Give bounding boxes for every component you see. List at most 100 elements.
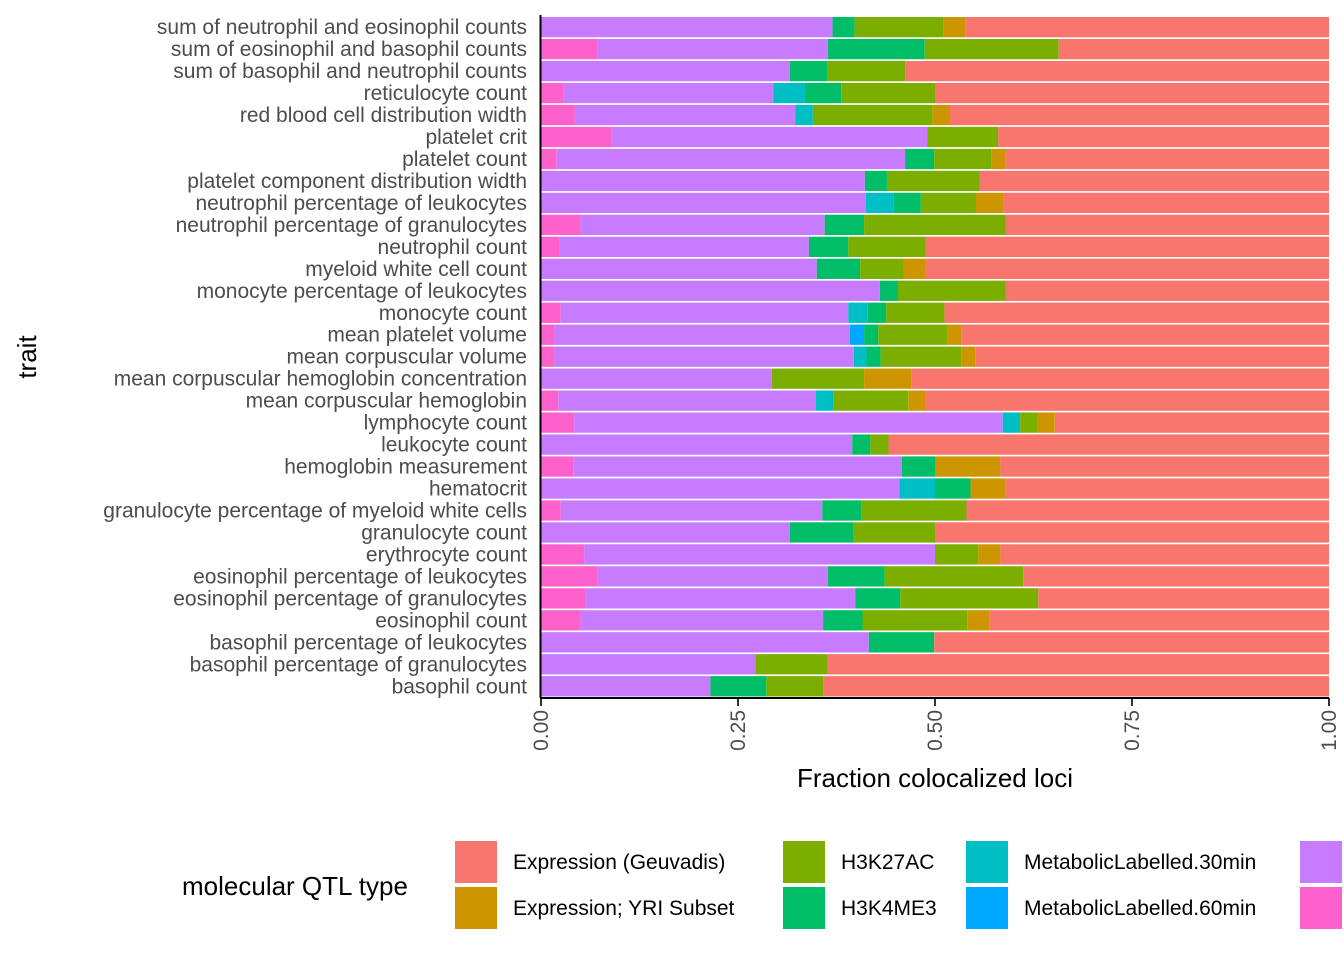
bar-segment — [924, 38, 1059, 60]
bars-layer — [541, 17, 1329, 697]
bar-segment — [868, 632, 935, 653]
trait-label: basophil percentage of granulocytes — [190, 653, 527, 676]
bar-segment — [804, 82, 842, 104]
trait-label: leukocyte count — [381, 434, 527, 457]
bar-segment — [935, 544, 979, 565]
bar-segment — [920, 192, 976, 214]
bar-segment — [1005, 478, 1329, 499]
bar-segment — [935, 82, 1329, 104]
bar-segment — [812, 104, 933, 126]
trait-label: eosinophil percentage of granulocytes — [173, 587, 527, 610]
bar-segment — [1023, 566, 1329, 587]
bar-segment — [824, 214, 865, 236]
trait-label: granulocyte percentage of myeloid white … — [103, 499, 527, 522]
bar-segment — [886, 170, 980, 192]
bar-segment — [541, 192, 866, 214]
legend: molecular QTL type Expression (Geuvadis)… — [182, 841, 1342, 929]
bar-segment — [934, 148, 992, 170]
legend-label: Expression (Geuvadis) — [513, 851, 725, 874]
bar-segment — [584, 544, 935, 565]
bar-segment — [927, 126, 999, 148]
trait-label: basophil percentage of leukocytes — [209, 631, 527, 654]
trait-label: sum of neutrophil and eosinophil counts — [157, 16, 527, 39]
bar-segment — [573, 456, 902, 477]
trait-label: neutrophil percentage of granulocytes — [176, 214, 527, 237]
bar-segment — [541, 104, 575, 126]
trait-label: erythrocyte count — [366, 543, 527, 566]
bar-segment — [934, 632, 1329, 653]
bar-segment — [925, 236, 1329, 257]
bar-segment — [864, 170, 887, 192]
bar-segment — [827, 60, 906, 82]
bar-segment — [854, 17, 944, 38]
bar-segment — [1003, 192, 1329, 214]
bar-segment — [541, 346, 555, 367]
bar-segment — [773, 82, 805, 104]
trait-label: basophil count — [392, 675, 528, 698]
bar-segment — [1005, 280, 1329, 301]
bar-segment — [541, 368, 772, 389]
bar-segment — [766, 676, 824, 697]
bar-segment — [925, 390, 1329, 411]
bar-segment — [860, 258, 904, 279]
x-tick-label: 0.75 — [1121, 710, 1144, 751]
bar-segment — [848, 302, 868, 323]
bar-segment — [559, 236, 809, 257]
bar-segment — [790, 60, 828, 82]
bar-segment — [897, 280, 1006, 301]
bar-segment — [833, 390, 909, 411]
bar-segment — [541, 82, 564, 104]
trait-label: hematocrit — [429, 478, 527, 501]
bar-segment — [816, 390, 834, 411]
bar-segment — [866, 346, 881, 367]
bar-segment — [611, 126, 928, 148]
bar-segment — [597, 566, 828, 587]
bar-segment — [541, 566, 598, 587]
trait-label: eosinophil count — [375, 609, 527, 632]
bar-segment — [790, 522, 854, 543]
trait-label: monocyte count — [379, 302, 527, 325]
bar-segment — [975, 192, 1004, 214]
bar-segment — [864, 214, 1006, 236]
trait-label: platelet component distribution width — [187, 170, 527, 193]
bar-segment — [864, 324, 879, 345]
bar-segment — [893, 192, 921, 214]
bar-segment — [832, 17, 855, 38]
bar-segment — [903, 258, 926, 279]
bar-segment — [755, 654, 828, 675]
bar-segment — [541, 60, 791, 82]
bar-segment — [861, 500, 967, 521]
bar-segment — [989, 610, 1329, 631]
bar-segment — [1005, 148, 1329, 170]
bar-segment — [848, 236, 926, 257]
x-axis: 0.00 0.25 0.50 0.75 1.00 — [530, 698, 1341, 751]
bar-segment — [935, 478, 971, 499]
bar-segment — [541, 434, 853, 455]
bar-segment — [822, 500, 862, 521]
trait-label: platelet count — [402, 148, 527, 171]
bar-segment — [853, 346, 867, 367]
bar-segment — [541, 500, 561, 521]
bar-segment — [574, 104, 796, 126]
bar-segment — [541, 324, 555, 345]
bar-segment — [905, 148, 935, 170]
bar-segment — [991, 148, 1006, 170]
bar-segment — [979, 170, 1329, 192]
x-tick-label: 0.00 — [530, 710, 553, 751]
legend-label: H3K27AC — [841, 851, 934, 874]
bar-segment — [966, 500, 1329, 521]
bar-segment — [870, 434, 889, 455]
bar-segment — [925, 258, 1329, 279]
bar-segment — [978, 544, 1001, 565]
bar-segment — [541, 302, 561, 323]
bar-segment — [560, 500, 823, 521]
bar-segment — [541, 126, 612, 148]
bar-segment — [862, 610, 968, 631]
bar-segment — [841, 82, 936, 104]
bar-segment — [1038, 588, 1329, 609]
legend-key — [455, 887, 497, 929]
legend-key — [966, 841, 1008, 883]
bar-segment — [852, 434, 871, 455]
legend-key — [455, 841, 497, 883]
